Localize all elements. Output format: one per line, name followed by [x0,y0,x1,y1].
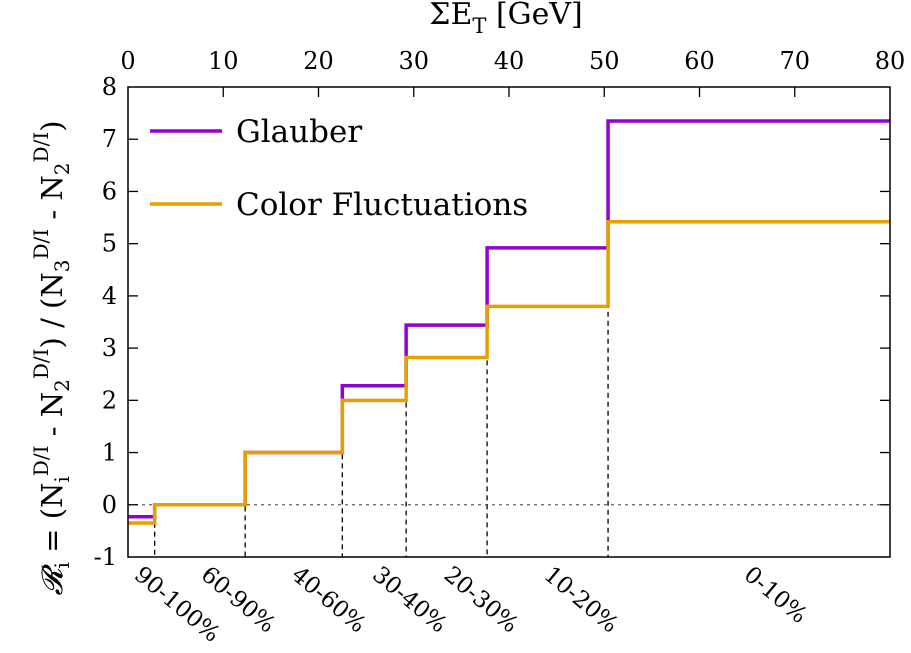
y-tick-label: 1 [102,439,117,467]
top-x-tick-label: 70 [779,47,810,75]
top-x-tick-label: 50 [589,47,620,75]
plot-frame [127,86,891,558]
top-x-tick-label: 10 [208,47,239,75]
legend-label-color-fluctuations: Color Fluctuations [236,187,528,223]
y-tick-label: 4 [102,282,117,310]
top-x-tick-label: 30 [398,47,429,75]
legend: Glauber Color Fluctuations [150,114,528,223]
top-axis-label-unit: [GeV] [486,0,582,32]
y-tick-label: -1 [94,543,117,571]
y-tick-label: 8 [102,73,117,101]
y-tick-label: 3 [102,334,117,362]
y-tick-label: 2 [102,386,117,414]
top-x-tick-label: 80 [875,47,906,75]
centrality-label: 30-40% [367,562,451,639]
series-line-glauber [128,119,890,519]
series-layer [128,119,890,525]
top-axis-label-main: ΣE [429,0,472,32]
top-x-tick-label: 60 [684,47,715,75]
y-tick-label: 7 [102,125,117,153]
top-x-tick-label: 20 [303,47,334,75]
zero-reference-layer [128,221,890,557]
y-tick-label: 6 [102,177,117,205]
y-tick-label: 5 [102,230,117,258]
top-x-tick-label: 40 [494,47,525,75]
y-axis-label: 𝓡i = (NiD/I - N2D/I) / (N3D/I - N2D/I) [29,120,74,595]
centrality-label: 40-60% [286,562,370,639]
top-x-tick-label: 0 [120,47,135,75]
centrality-label: 0-10% [739,562,812,629]
series-line-color-fluctuations [128,219,890,525]
top-axis-label: ΣET [GeV] [429,0,582,38]
centrality-label: 10-20% [539,562,623,639]
centrality-label: 20-30% [439,562,523,639]
top-axis-label-sub: T [472,14,486,38]
y-tick-label: 0 [102,491,117,519]
legend-label-glauber: Glauber [236,114,362,150]
